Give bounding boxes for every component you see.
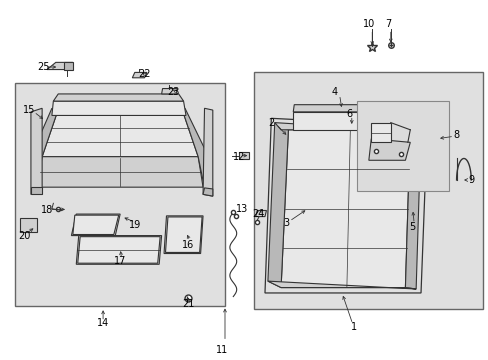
Text: 3: 3 (282, 218, 288, 228)
Text: 10: 10 (362, 19, 374, 29)
Text: 5: 5 (409, 222, 415, 231)
Polygon shape (255, 211, 266, 217)
Polygon shape (183, 108, 204, 188)
Polygon shape (203, 108, 212, 196)
Text: 22: 22 (138, 69, 150, 79)
Polygon shape (47, 62, 73, 69)
Polygon shape (31, 108, 42, 194)
Text: 17: 17 (114, 256, 126, 266)
Polygon shape (76, 235, 161, 264)
Polygon shape (37, 157, 203, 187)
Polygon shape (293, 112, 400, 130)
Polygon shape (281, 130, 409, 288)
Polygon shape (163, 216, 203, 253)
Polygon shape (370, 123, 390, 142)
Polygon shape (238, 152, 249, 159)
Polygon shape (405, 130, 420, 289)
Polygon shape (73, 215, 119, 234)
Polygon shape (293, 105, 400, 112)
Polygon shape (161, 89, 177, 94)
Text: 16: 16 (182, 239, 194, 249)
Text: 7: 7 (385, 19, 391, 29)
Text: 8: 8 (453, 130, 459, 140)
Polygon shape (267, 281, 415, 289)
Polygon shape (368, 139, 409, 160)
Text: 4: 4 (331, 87, 337, 97)
Text: 19: 19 (128, 220, 141, 230)
Polygon shape (274, 123, 420, 132)
Text: 14: 14 (97, 319, 109, 328)
Bar (356, 101, 448, 191)
Text: 20: 20 (18, 231, 30, 240)
Polygon shape (132, 72, 147, 78)
Text: 6: 6 (346, 109, 352, 119)
Polygon shape (78, 237, 160, 263)
Text: 15: 15 (23, 105, 35, 115)
Polygon shape (203, 188, 212, 196)
Polygon shape (34, 108, 57, 187)
Text: 2: 2 (267, 118, 274, 128)
Polygon shape (165, 217, 202, 252)
Polygon shape (31, 187, 42, 194)
Text: 23: 23 (167, 87, 180, 97)
Text: 11: 11 (216, 345, 228, 355)
Polygon shape (53, 94, 183, 101)
Polygon shape (42, 114, 198, 157)
Text: 1: 1 (350, 322, 357, 332)
Text: 12: 12 (233, 152, 245, 162)
Text: 25: 25 (37, 62, 50, 72)
Text: 18: 18 (41, 206, 53, 216)
Text: 13: 13 (235, 204, 248, 214)
Polygon shape (71, 214, 120, 235)
Polygon shape (52, 101, 185, 116)
Polygon shape (20, 218, 37, 232)
Polygon shape (267, 123, 288, 288)
Text: 9: 9 (467, 175, 473, 185)
Bar (254, 72, 483, 309)
Text: 24: 24 (251, 209, 264, 219)
Text: 21: 21 (182, 299, 194, 309)
Bar (15, 83, 224, 306)
Polygon shape (64, 62, 73, 69)
